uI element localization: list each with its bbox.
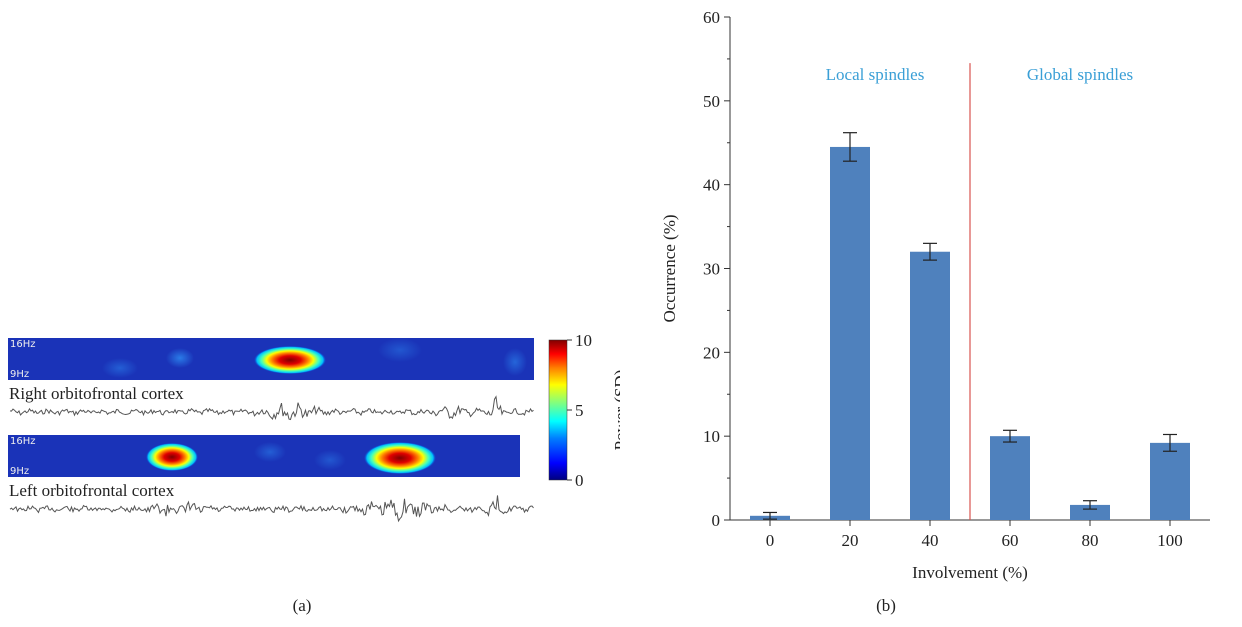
spectrogram-left-spindle-burst: [364, 442, 436, 474]
eeg-trace-right: [9, 395, 534, 421]
spectrogram-left: 16Hz 9Hz: [8, 435, 520, 477]
panel-b: 0 10 20 30 40 50 60 0 20 40 60 80 100 Local spindles…: [620, 0, 1242, 622]
colorbar-tick-label: 0: [575, 471, 584, 490]
spectrogram-right-faint-blob: [503, 348, 527, 376]
spectrogram-left-faint-blob: [314, 450, 346, 470]
chart-axes: 0 10 20 30 40 50 60 0 20 40 60 80 100: [703, 8, 1210, 550]
bar: [1070, 504, 1110, 520]
spectrogram-right-freq-low: 9Hz: [10, 369, 29, 380]
y-tick-label: 50: [703, 92, 720, 111]
x-tick-label: 80: [1082, 531, 1099, 550]
local-spindles-annotation: Local spindles: [826, 65, 925, 84]
x-tick-label: 20: [842, 531, 859, 550]
y-tick-label: 0: [712, 511, 721, 530]
panel-a-label: (a): [293, 596, 312, 615]
bar: [830, 146, 870, 521]
bar: [910, 251, 950, 520]
bar: [1150, 442, 1190, 520]
region-label-right: Right orbitofrontal cortex: [9, 384, 184, 403]
colorbar-tick-label: 5: [575, 401, 584, 420]
panel-b-label: (b): [876, 596, 896, 615]
y-axis-label: Occurrence (%): [660, 214, 679, 322]
y-tick-label: 40: [703, 176, 720, 195]
chart-error-bars: [763, 132, 1177, 520]
x-tick-label: 100: [1157, 531, 1183, 550]
spectrogram-right-spindle-burst: [254, 346, 326, 374]
global-spindles-annotation: Global spindles: [1027, 65, 1133, 84]
x-tick-label: 0: [766, 531, 775, 550]
spectrogram-left-freq-low: 9Hz: [10, 466, 29, 477]
region-label-left: Left orbitofrontal cortex: [9, 481, 175, 500]
colorbar-gradient: [548, 339, 568, 481]
spectrogram-right-freq-high: 16Hz: [10, 339, 36, 350]
spectrogram-right-faint-blob: [166, 348, 194, 368]
colorbar-tick-label: 10: [575, 331, 592, 350]
x-tick-label: 60: [1002, 531, 1019, 550]
y-tick-label: 60: [703, 8, 720, 27]
x-axis-label: Involvement (%): [912, 563, 1028, 582]
spectrogram-right-faint-blob: [102, 358, 138, 378]
spectrogram-left-freq-high: 16Hz: [10, 436, 36, 447]
chart-bars: [750, 146, 1190, 521]
bar-chart: 0 10 20 30 40 50 60 0 20 40 60 80 100 Local spindles…: [660, 8, 1210, 615]
y-tick-label: 10: [703, 427, 720, 446]
spectrogram-left-spindle-burst: [146, 443, 198, 471]
y-tick-label: 20: [703, 343, 720, 362]
colorbar-label: Power (SD): [611, 370, 620, 451]
eeg-trace-left: [9, 495, 534, 523]
y-tick-label: 30: [703, 260, 720, 279]
bar: [990, 436, 1030, 520]
panel-a: 16Hz 9Hz Right orbitofrontal cortex 16Hz…: [0, 0, 630, 622]
spectrogram-figure: 16Hz 9Hz Right orbitofrontal cortex 16Hz…: [8, 331, 630, 615]
spectrogram-left-faint-blob: [254, 442, 286, 462]
colorbar: 10 5 0 Power (SD): [548, 331, 630, 490]
x-tick-label: 40: [922, 531, 939, 550]
spectrogram-right-faint-blob: [378, 338, 422, 362]
spectrogram-right: 16Hz 9Hz: [8, 338, 534, 380]
